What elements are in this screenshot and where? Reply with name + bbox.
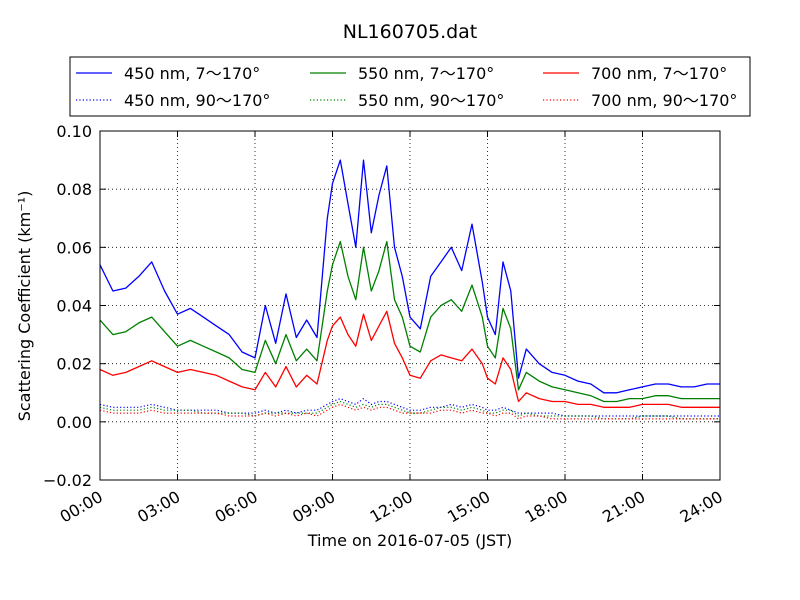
- x-tick-label: 24:00: [677, 487, 726, 527]
- x-tick-label: 21:00: [599, 487, 648, 527]
- grid: [100, 131, 720, 480]
- x-axis-label: Time on 2016-07-05 (JST): [307, 531, 512, 550]
- legend-label-4: 550 nm, 90～170°: [358, 91, 504, 110]
- legend-frame: [69, 56, 751, 117]
- series-line-5: [100, 310, 720, 408]
- x-tick-label: 00:00: [57, 487, 106, 527]
- legend-label-3: 550 nm, 7～170°: [358, 64, 494, 83]
- series-group: [100, 159, 720, 420]
- y-tick-label: 0.00: [56, 413, 92, 432]
- legend-label-2: 450 nm, 90～170°: [124, 91, 270, 110]
- series-line-1: [100, 159, 720, 394]
- tick-group: 00:00 03:00 06:00 09:00 12:00 15:00 18:00 21:00…: [43, 122, 726, 527]
- legend-label-5: 700 nm, 7～170°: [591, 64, 727, 83]
- x-tick-label: 15:00: [444, 487, 493, 527]
- legend: 450 nm, 7～170° 450 nm, 90～170° 550 nm, 7～1…: [69, 56, 751, 117]
- y-tick-label: 0.02: [56, 355, 92, 374]
- chart-title: NL160705.dat: [343, 21, 478, 43]
- x-tick-label: 06:00: [212, 487, 261, 527]
- legend-label-6: 700 nm, 90～170°: [591, 91, 737, 110]
- legend-label-1: 450 nm, 7～170°: [124, 64, 260, 83]
- plot-frame: [99, 130, 721, 481]
- x-tick-label: 18:00: [522, 487, 571, 527]
- series-line-4: [100, 400, 720, 420]
- x-tick-label: 09:00: [289, 487, 338, 527]
- y-tick-label: −0.02: [43, 471, 92, 490]
- series-line-2: [100, 398, 720, 417]
- y-tick-label: 0.04: [56, 297, 92, 316]
- y-tick-label: 0.06: [56, 238, 92, 257]
- plot-area: 00:00 03:00 06:00 09:00 12:00 15:00 18:00 21:00…: [43, 122, 726, 527]
- series-line-6: [100, 403, 720, 420]
- y-tick-label: 0.08: [56, 180, 92, 199]
- series-line-3: [100, 240, 720, 403]
- x-tick-label: 12:00: [367, 487, 416, 527]
- y-axis-label: Scattering Coefficient (km⁻¹): [15, 191, 34, 422]
- x-tick-label: 03:00: [134, 487, 183, 527]
- y-tick-label: 0.10: [56, 122, 92, 141]
